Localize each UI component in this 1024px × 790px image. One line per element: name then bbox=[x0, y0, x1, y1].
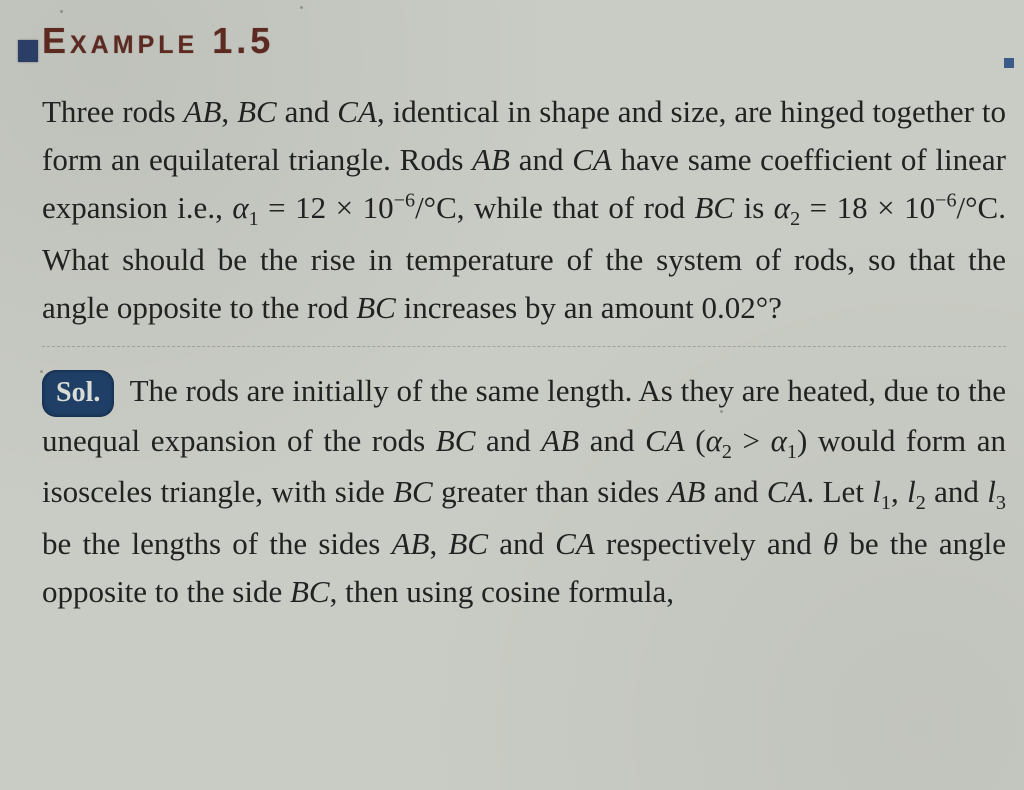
speck bbox=[300, 6, 303, 9]
solution-badge: Sol. bbox=[42, 370, 114, 417]
solution-block: Sol. The rods are initially of the same … bbox=[42, 367, 1006, 616]
scan-marker-right bbox=[1004, 58, 1014, 68]
scan-marker-left bbox=[18, 40, 38, 62]
problem-statement: Three rods AB, BC and CA, identical in s… bbox=[42, 88, 1006, 347]
solution-text: The rods are initially of the same lengt… bbox=[42, 373, 1006, 609]
speck bbox=[60, 10, 63, 13]
speck bbox=[40, 370, 43, 373]
example-heading: Example 1.5 bbox=[42, 20, 1006, 62]
speck bbox=[720, 410, 723, 413]
scanned-page: Example 1.5 Three rods AB, BC and CA, id… bbox=[0, 0, 1024, 790]
